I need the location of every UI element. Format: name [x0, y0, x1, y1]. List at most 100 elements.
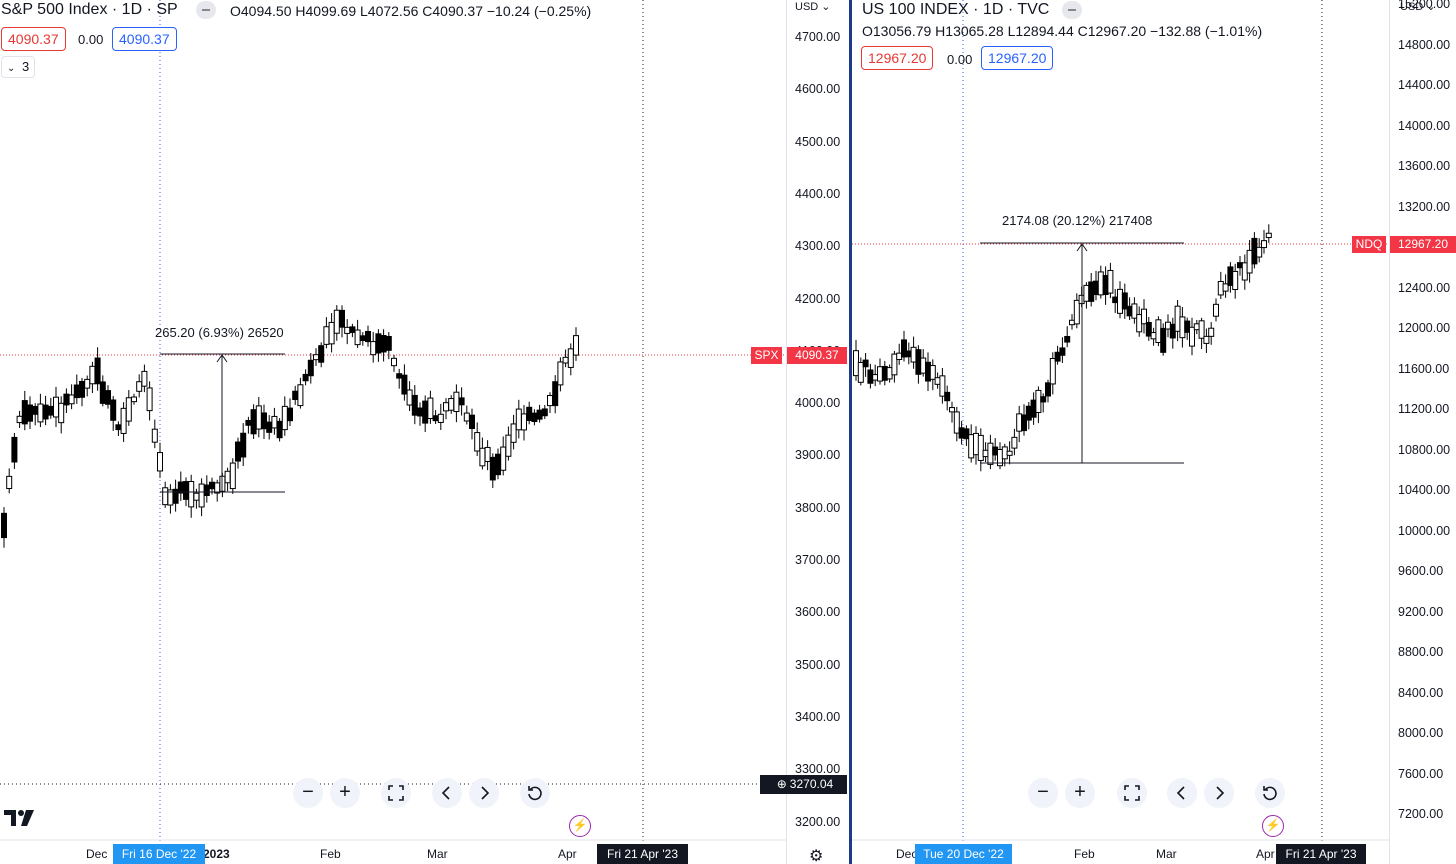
scroll-left-button[interactable] [432, 778, 462, 808]
spx-candle-body [151, 428, 158, 443]
spx-candle-body [115, 424, 122, 431]
spx-candle-body [79, 380, 85, 398]
ndq-candle-body [987, 442, 994, 465]
fullscreen-icon [388, 785, 404, 801]
spx-hide-legend-button[interactable] [196, 1, 216, 19]
ndq-candle-body [1265, 232, 1272, 239]
ndq-candle-body [1160, 327, 1167, 353]
spx-candle-body [354, 329, 361, 346]
ndq-candle-body [1131, 303, 1138, 319]
ndq-y-label: 8800.00 [1398, 645, 1444, 659]
spx-chart-title[interactable]: S&P 500 Index · 1D · SP [1, 1, 178, 18]
pane-divider[interactable] [849, 0, 852, 864]
scroll-right-button[interactable] [1204, 778, 1234, 808]
chevron-right-icon [1216, 786, 1225, 800]
spx-x-label-feb: Feb [320, 847, 341, 861]
ndq-y-label: 11600.00 [1398, 361, 1450, 376]
spx-y-label: 3300.00 [795, 762, 841, 777]
scroll-right-button[interactable] [469, 778, 499, 808]
spx-candle-body [526, 406, 533, 422]
spx-candle-body [177, 481, 184, 494]
spx-candle-body [573, 335, 579, 356]
ndq-candle-body [1155, 319, 1162, 344]
chevron-down-icon: ⌄ [1423, 1, 1436, 13]
ndq-crosshair-date: Tue 20 Dec '22 [915, 844, 1012, 864]
ndq-candles-plot[interactable] [852, 0, 1389, 864]
reset-chart-button[interactable] [1255, 778, 1285, 808]
lightning-icon[interactable]: ⚡ [1262, 815, 1284, 837]
fullscreen-button[interactable] [381, 778, 411, 808]
spx-candle-body [567, 348, 574, 368]
spx-y-label: 3500.00 [795, 657, 841, 672]
spx-candle-body [479, 447, 486, 467]
spx-candle-body [521, 413, 527, 431]
ndq-candle-body [1208, 327, 1215, 337]
ndq-x-label-dec: Dec [896, 847, 918, 861]
ndq-y-label: 7600.00 [1398, 766, 1444, 781]
ndq-currency-label: USD [1400, 1, 1424, 13]
ndq-y-label: 14000.00 [1398, 118, 1451, 133]
spx-chart-pane[interactable]: S&P 500 Index · 1D · SP O4094.50 H4099.6… [0, 0, 786, 864]
ndq-sell-price[interactable]: 12967.20 [861, 46, 934, 70]
spx-candle-body [281, 405, 288, 431]
spx-indicators-toggle[interactable]: ⌄ 3 [1, 56, 35, 78]
zoom-in-button[interactable]: + [330, 778, 360, 808]
spx-candle-body [198, 483, 205, 508]
ndq-candle-body [1093, 280, 1099, 296]
spx-candle-body [16, 415, 23, 424]
chevron-right-icon [481, 786, 490, 800]
tradingview-logo[interactable] [4, 810, 36, 826]
spx-price-axis[interactable]: USD ⌄ 4700.00 4600.00 4500.00 4400.00 4300.0… [786, 0, 848, 864]
spx-candle-body [99, 381, 106, 404]
ndq-candle-body [872, 374, 879, 381]
ndq-candle-body [1237, 262, 1243, 269]
ndq-candle-body [1040, 396, 1047, 403]
spx-candles-plot[interactable] [0, 0, 786, 864]
ndq-x-label-mar: Mar [1156, 847, 1177, 861]
ndq-hide-legend-button[interactable] [1062, 1, 1082, 19]
ndq-chart-title[interactable]: US 100 INDEX · 1D · TVC [862, 1, 1050, 18]
ndq-price-axis[interactable]: USD ⌄ 15200.00 14800.00 14400.00 14000.00 13… [1389, 0, 1456, 864]
spx-last-price-tag: 4090.37 [787, 347, 847, 364]
chevron-left-icon [441, 786, 450, 800]
zoom-in-button[interactable]: + [1065, 778, 1095, 808]
ndq-y-label: 14400.00 [1398, 78, 1451, 92]
spx-candle-body [271, 415, 278, 429]
spx-candle-body [552, 381, 559, 407]
spx-crosshair-price: 3270.04 [789, 777, 834, 791]
spx-candle-body [411, 394, 418, 416]
ndq-candle-body [1198, 320, 1205, 339]
ndq-currency-selector[interactable]: USD ⌄ [1400, 0, 1436, 13]
spx-currency-selector[interactable]: USD ⌄ [795, 0, 831, 13]
lightning-icon[interactable]: ⚡ [569, 815, 591, 837]
plus-circle-icon[interactable]: ⊕ [776, 777, 787, 791]
scroll-left-button[interactable] [1167, 778, 1197, 808]
ndq-candle-body [925, 361, 931, 382]
spx-candle-body [209, 481, 215, 490]
spx-y-label: 4200.00 [795, 291, 841, 306]
ndq-y-label: 13600.00 [1398, 159, 1451, 173]
zoom-out-button[interactable]: − [293, 778, 323, 808]
ndq-measure-arrowhead [1076, 243, 1088, 252]
spx-candle-body [287, 407, 293, 422]
spx-candle-body [21, 400, 28, 425]
ndq-candle-body [1213, 303, 1219, 317]
ndq-chart-pane[interactable]: US 100 INDEX · 1D · TVC O13056.79 H13065… [852, 0, 1389, 864]
spx-sell-price[interactable]: 4090.37 [1, 27, 66, 51]
ndq-y-label: 10800.00 [1398, 442, 1451, 457]
spx-candle-body [94, 357, 101, 385]
gear-icon[interactable]: ⚙ [809, 848, 824, 864]
ndq-candle-body [881, 365, 888, 381]
spx-candle-body [146, 387, 153, 412]
spx-candle-body [422, 400, 429, 424]
fullscreen-button[interactable] [1117, 778, 1147, 808]
ndq-buy-price[interactable]: 12967.20 [981, 46, 1054, 70]
reset-chart-button[interactable] [520, 778, 550, 808]
spx-buy-price[interactable]: 4090.37 [112, 27, 177, 51]
ndq-symbol-tag: NDQ [1352, 236, 1386, 253]
zoom-out-button[interactable]: − [1028, 778, 1058, 808]
ndq-candle-body [901, 339, 907, 358]
ndq-candle-body [1126, 305, 1133, 317]
ndq-candle-body [963, 428, 970, 440]
spx-candle-body [125, 397, 132, 422]
